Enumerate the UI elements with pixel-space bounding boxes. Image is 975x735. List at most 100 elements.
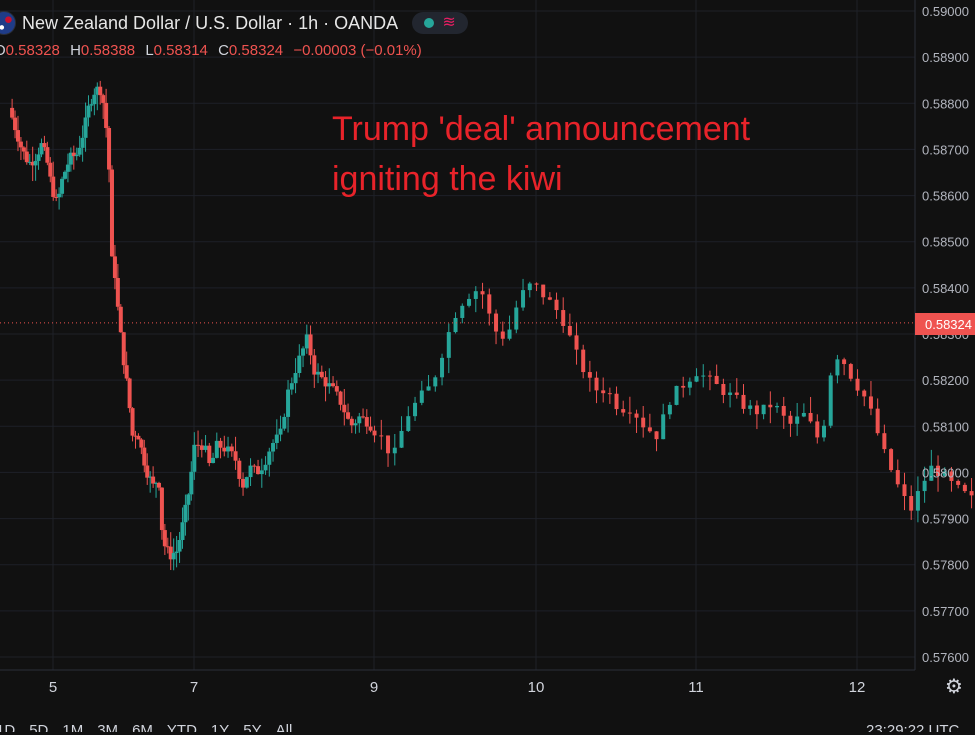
symbol-header: New Zealand Dollar / U.S. Dollar · 1h · … [0,8,469,38]
candle-up [171,553,176,560]
candle-down [48,162,53,177]
symbol-title[interactable]: New Zealand Dollar / U.S. Dollar · 1h · … [22,12,399,33]
range-button-ytd[interactable]: YTD [166,722,197,732]
candlestick-series [10,80,974,571]
range-button-1y[interactable]: 1Y [210,722,230,732]
market-status-pill[interactable]: ≋ [412,12,469,34]
candle-up [92,94,97,105]
candle-down [601,390,606,394]
candle-down [707,375,712,377]
price-tick-label: 0.57900 [922,512,969,527]
price-axis[interactable]: 0.57600 0.57700 0.57800 0.57900 0.58000 0.581… [922,4,969,665]
candle-down [574,335,579,350]
price-tick-label: 0.58800 [922,96,969,111]
candle-down [647,427,652,432]
candle-down [323,377,328,387]
range-button-5d[interactable]: 5D [29,722,49,732]
range-button-6m[interactable]: 6M [132,722,153,732]
candle-down [361,416,366,418]
candle-up [297,355,302,373]
price-tick-label: 0.58600 [922,189,969,204]
candle-down [581,349,586,373]
price-tick-label: 0.58900 [922,50,969,65]
utc-clock[interactable]: 23:29:22 UTC [866,722,960,732]
candle-up [80,137,85,148]
candle-down [139,439,144,448]
price-tick-label: 0.58400 [922,281,969,296]
candle-down [561,310,566,326]
candle-down [133,435,138,437]
candle-up [293,372,298,384]
candle-up [922,480,927,492]
candle-up [62,171,67,179]
candle-up [828,375,833,426]
candle-up [915,491,920,511]
range-button-1m[interactable]: 1M [62,722,84,732]
candle-down [721,383,726,395]
candle-down [196,444,201,446]
candle-up [57,193,62,198]
candle-up [74,154,79,157]
candle-down [112,256,117,279]
candle-down [331,383,336,387]
low-label: L [145,42,154,59]
candle-down [902,484,907,497]
candle-up [83,117,88,138]
candle-down [115,278,120,307]
candle-down [51,176,56,197]
candle-up [667,404,672,415]
candle-down [372,430,377,436]
candle-up [327,383,332,387]
range-button-5y[interactable]: 5Y [243,722,262,732]
candle-up [226,446,231,452]
candle-down [949,471,954,481]
candle-up [775,405,780,408]
candle-down [554,299,559,311]
candle-down [567,325,572,336]
candle-up [748,405,753,409]
candle-down [121,332,126,366]
range-button-3m[interactable]: 3M [97,722,119,732]
candle-up [929,465,934,481]
candle-up [60,178,65,194]
candle-down [142,447,147,466]
candle-up [661,414,666,440]
candle-down [969,491,974,496]
candle-down [342,404,347,413]
candle-down [627,412,632,414]
candle-down [130,408,135,436]
candle-up [259,470,264,475]
range-button-1d[interactable]: 1D [0,722,16,732]
candle-down [109,169,114,257]
candle-down [145,465,150,478]
time-axis[interactable]: 5 7 9 10 11 12 [49,679,866,696]
candle-down [237,460,242,479]
range-button-all[interactable]: All [275,722,293,732]
gear-icon[interactable]: ⚙ [945,676,963,698]
candle-up [467,298,472,306]
candle-up [86,105,91,118]
candle-down [162,530,167,547]
candle-down [10,107,15,118]
candle-down [159,487,164,531]
candle-up [211,457,216,464]
candle-up [460,305,465,318]
candle-down [815,421,820,438]
candle-down [634,413,639,418]
candle-down [21,147,26,152]
candle-up [289,383,294,390]
price-tick-label: 0.58700 [922,142,969,157]
candle-up [301,348,306,356]
candle-down [42,143,47,148]
candle-down [641,417,646,428]
candle-down [534,283,539,285]
candle-up [942,471,947,476]
candle-up [821,425,826,438]
candle-up [203,445,208,450]
candle-down [594,377,599,391]
candle-down [547,297,552,300]
candle-down [956,480,961,485]
candle-up [244,477,249,488]
